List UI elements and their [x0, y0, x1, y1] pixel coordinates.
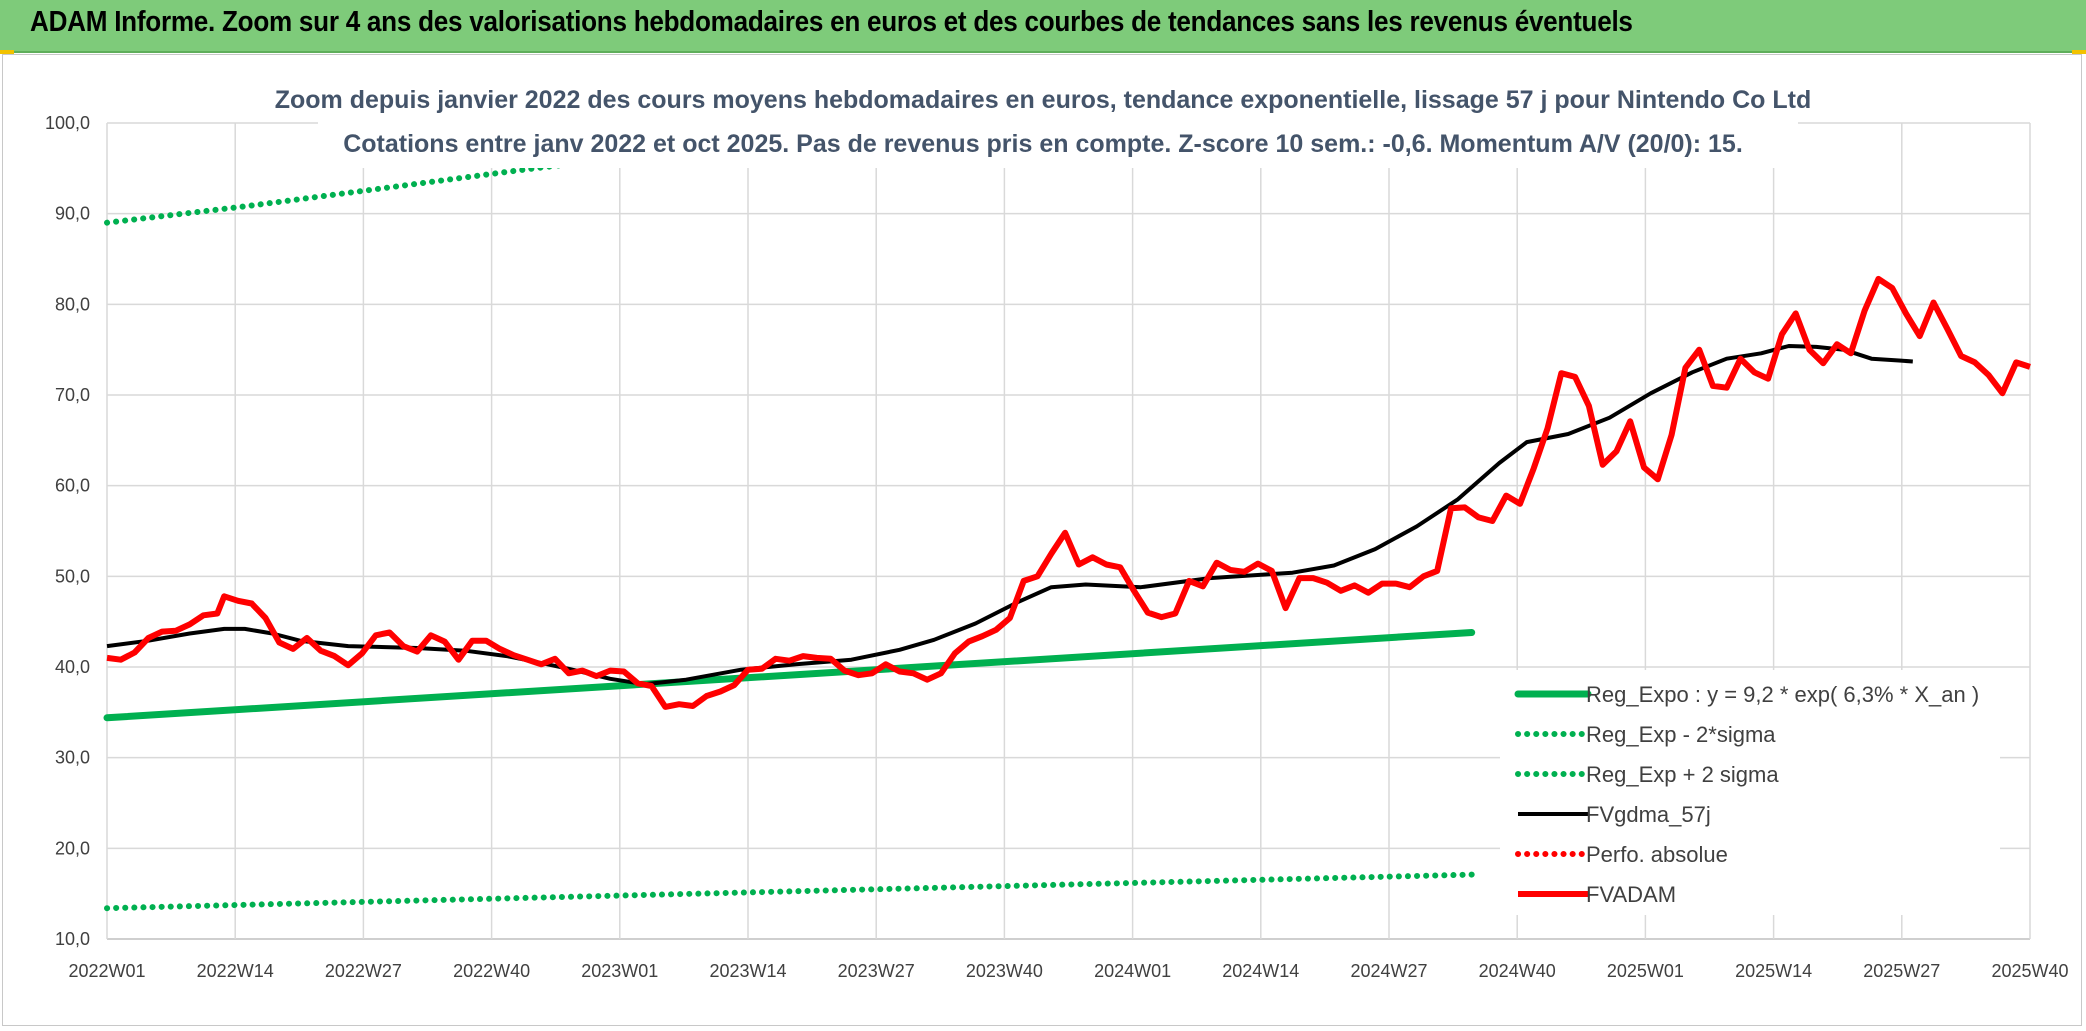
x-tick-label: 2023W27: [838, 961, 915, 981]
x-tick-label: 2024W40: [1479, 961, 1556, 981]
x-tick-label: 2023W40: [966, 961, 1043, 981]
subtitle-background: [318, 78, 1798, 168]
y-tick-label: 40,0: [55, 657, 90, 677]
x-tick-label: 2022W01: [68, 961, 145, 981]
y-tick-label: 80,0: [55, 294, 90, 314]
legend-label: Reg_Expo : y = 9,2 * exp( 6,3% * X_an ): [1586, 682, 1979, 707]
x-tick-label: 2022W27: [325, 961, 402, 981]
legend-label: FVgdma_57j: [1586, 802, 1711, 827]
y-tick-label: 50,0: [55, 566, 90, 586]
header-bar: ADAM Informe. Zoom sur 4 ans des valoris…: [0, 0, 2086, 53]
x-tick-label: 2022W40: [453, 961, 530, 981]
chart-legend: Reg_Expo : y = 9,2 * exp( 6,3% * X_an ) R…: [1500, 670, 2000, 915]
legend-background: [1500, 670, 2000, 915]
x-tick-label: 2024W01: [1094, 961, 1171, 981]
legend-label: Perfo. absolue: [1586, 842, 1728, 867]
series-line-reg-expo: [103, 629, 1476, 722]
x-axis: 2022W01 2022W14 2022W27 2022W40 2023W01 2023W…: [68, 961, 2068, 981]
y-tick-label: 90,0: [55, 204, 90, 224]
chart-title-line1: Zoom depuis janvier 2022 des cours moyen…: [275, 86, 1812, 114]
header-accent-right: [2072, 50, 2086, 54]
y-tick-label: 20,0: [55, 838, 90, 858]
x-tick-label: 2024W27: [1350, 961, 1427, 981]
x-tick-label: 2025W27: [1863, 961, 1940, 981]
x-tick-label: 2025W01: [1607, 961, 1684, 981]
x-tick-label: 2022W14: [197, 961, 274, 981]
y-axis: 10,0 20,0 30,0 40,0 50,0 60,0 70,0 80,0 90,0 100,…: [45, 113, 90, 949]
x-tick-label: 2025W40: [1991, 961, 2068, 981]
header-accent-left: [0, 50, 14, 54]
y-tick-label: 60,0: [55, 476, 90, 496]
x-tick-label: 2023W14: [709, 961, 786, 981]
y-tick-label: 30,0: [55, 748, 90, 768]
x-tick-label: 2023W01: [581, 961, 658, 981]
y-tick-label: 70,0: [55, 385, 90, 405]
series-line-reg-exp: [104, 871, 1475, 912]
x-tick-label: 2024W14: [1222, 961, 1299, 981]
y-tick-label: 100,0: [45, 113, 90, 133]
header-title: ADAM Informe. Zoom sur 4 ans des valoris…: [30, 6, 1633, 38]
chart-title-line2: Cotations entre janv 2022 et oct 2025. P…: [343, 130, 1743, 158]
legend-label: Reg_Exp - 2*sigma: [1586, 722, 1776, 747]
legend-label: FVADAM: [1586, 882, 1676, 907]
y-tick-label: 10,0: [55, 929, 90, 949]
x-tick-label: 2025W14: [1735, 961, 1812, 981]
legend-label: Reg_Exp + 2 sigma: [1586, 762, 1779, 787]
chart-frame: [2, 54, 2082, 1026]
series-line-fvgdma-57j: [106, 344, 1913, 687]
series-line-fvadam: [106, 275, 2031, 710]
